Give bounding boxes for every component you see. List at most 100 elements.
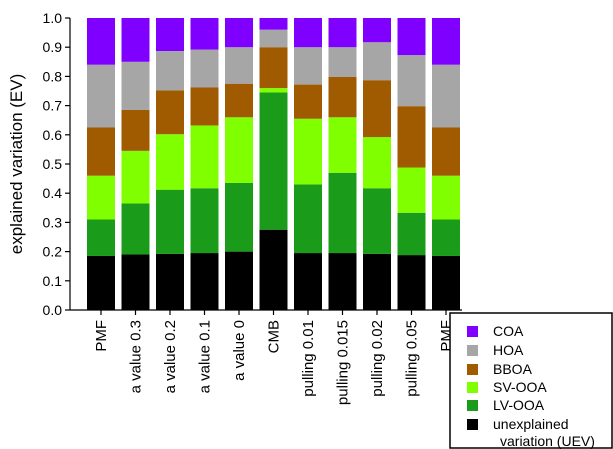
bar-segment bbox=[225, 251, 253, 310]
y-tick-label: 0.6 bbox=[43, 127, 63, 143]
y-tick-label: 0.9 bbox=[43, 39, 63, 55]
legend-label: BBOA bbox=[493, 361, 533, 377]
bar-segment bbox=[190, 49, 219, 88]
bar-segment bbox=[259, 29, 288, 48]
bar-segment bbox=[397, 106, 426, 168]
bar-segment bbox=[432, 64, 460, 128]
y-tick-label: 0.1 bbox=[43, 273, 63, 289]
bar-segment bbox=[121, 18, 150, 62]
bar-segment bbox=[156, 134, 184, 190]
bar-segment bbox=[156, 90, 184, 135]
bar-segment bbox=[87, 175, 115, 220]
bar-segment bbox=[294, 84, 322, 119]
x-tick-label: PMF bbox=[93, 320, 110, 352]
bar-segment bbox=[397, 212, 426, 256]
x-tick-label: pulling 0.01 bbox=[300, 320, 317, 397]
legend-swatch bbox=[467, 382, 478, 393]
bar-segment bbox=[190, 125, 219, 189]
bar-segment bbox=[397, 167, 426, 213]
legend-label: unexplained variation (UEV) bbox=[493, 416, 595, 449]
bar-segment bbox=[363, 18, 391, 43]
legend-swatch bbox=[467, 419, 478, 430]
bar-segment bbox=[156, 18, 184, 51]
bar-segment bbox=[328, 117, 357, 173]
y-axis: 0.0 0.1 0.2 0.3 0.4 0.5 0.6 0.7 0.8 0.9 1.0 bbox=[43, 10, 71, 318]
plot-area bbox=[87, 18, 460, 310]
legend: COA HOA BBOA SV-OOA LV-OOA unexplained variati… bbox=[449, 312, 613, 449]
bar-segment bbox=[328, 76, 357, 118]
legend-swatch bbox=[467, 326, 478, 337]
bar-segment bbox=[294, 18, 322, 48]
bar-segment bbox=[87, 219, 115, 256]
bar-segment bbox=[259, 18, 288, 30]
legend-swatch bbox=[467, 364, 478, 375]
bar-segment bbox=[87, 64, 115, 128]
x-tick-label: a value 0 bbox=[231, 320, 248, 381]
bar-segment bbox=[432, 127, 460, 176]
bar-segment bbox=[328, 253, 357, 310]
y-tick-label: 0.7 bbox=[43, 98, 63, 114]
bar-segment bbox=[397, 255, 426, 310]
bar-segment bbox=[259, 88, 288, 93]
bar-segment bbox=[87, 127, 115, 176]
bar-segment bbox=[190, 18, 219, 50]
legend-swatch bbox=[467, 400, 478, 411]
bar-segment bbox=[294, 253, 322, 310]
bar-segment bbox=[294, 118, 322, 185]
bar-segment bbox=[397, 55, 426, 107]
bar-segment bbox=[294, 184, 322, 254]
bar-segment bbox=[225, 83, 253, 118]
bar-segment bbox=[259, 47, 288, 89]
bar-segment bbox=[432, 219, 460, 256]
y-tick-label: 0.3 bbox=[43, 214, 63, 230]
y-tick-label: 1.0 bbox=[43, 10, 63, 26]
bar-segment bbox=[259, 229, 288, 310]
bar-segment bbox=[225, 47, 253, 84]
bar-segment bbox=[432, 175, 460, 220]
bar-segment bbox=[328, 172, 357, 254]
bar-segment bbox=[190, 87, 219, 126]
bar-segment bbox=[363, 80, 391, 138]
x-tick-label: pulling 0.015 bbox=[335, 320, 352, 405]
x-tick-label: a value 0.2 bbox=[162, 320, 179, 393]
bar-segment bbox=[328, 18, 357, 48]
x-axis: PMF a value 0.3 a value 0.2 a value 0.1 a va… bbox=[70, 309, 462, 405]
bar-segment bbox=[259, 92, 288, 230]
bar-segment bbox=[87, 18, 115, 65]
bar-segment bbox=[156, 50, 184, 91]
y-axis-label: explained variation (EV) bbox=[7, 74, 26, 254]
legend-label: COA bbox=[493, 323, 524, 339]
bar-segment bbox=[397, 18, 426, 56]
legend-label: LV-OOA bbox=[493, 397, 545, 413]
bar-segment bbox=[432, 255, 460, 310]
bar-segment bbox=[190, 253, 219, 310]
x-tick-label: a value 0.3 bbox=[128, 320, 145, 393]
bar-segment bbox=[121, 61, 150, 110]
y-tick-label: 0.5 bbox=[43, 156, 63, 172]
bar-segment bbox=[225, 182, 253, 252]
bar-segment bbox=[294, 47, 322, 85]
bar-segment bbox=[363, 137, 391, 189]
x-tick-label: CMB bbox=[266, 320, 283, 353]
y-tick-label: 0.2 bbox=[43, 244, 63, 260]
legend-label: SV-OOA bbox=[493, 379, 547, 395]
legend-label: HOA bbox=[493, 342, 524, 358]
bar-segment bbox=[156, 253, 184, 310]
x-tick-label: pulling 0.02 bbox=[369, 320, 386, 397]
bar-segment bbox=[121, 254, 150, 310]
bar-segment bbox=[328, 47, 357, 77]
x-tick-label: pulling 0.05 bbox=[404, 320, 421, 397]
bar-segment bbox=[363, 188, 391, 254]
bar-segment bbox=[363, 253, 391, 310]
bar-segment bbox=[363, 42, 391, 81]
bar-segment bbox=[190, 188, 219, 254]
y-tick-label: 0.4 bbox=[43, 185, 63, 201]
bar-segment bbox=[121, 203, 150, 255]
y-tick-label: 0.8 bbox=[43, 68, 63, 84]
bar-segment bbox=[87, 255, 115, 310]
bar-segment bbox=[225, 18, 253, 48]
bar-segment bbox=[121, 109, 150, 151]
y-tick-label: 0.0 bbox=[43, 302, 63, 318]
legend-swatch bbox=[467, 345, 478, 356]
